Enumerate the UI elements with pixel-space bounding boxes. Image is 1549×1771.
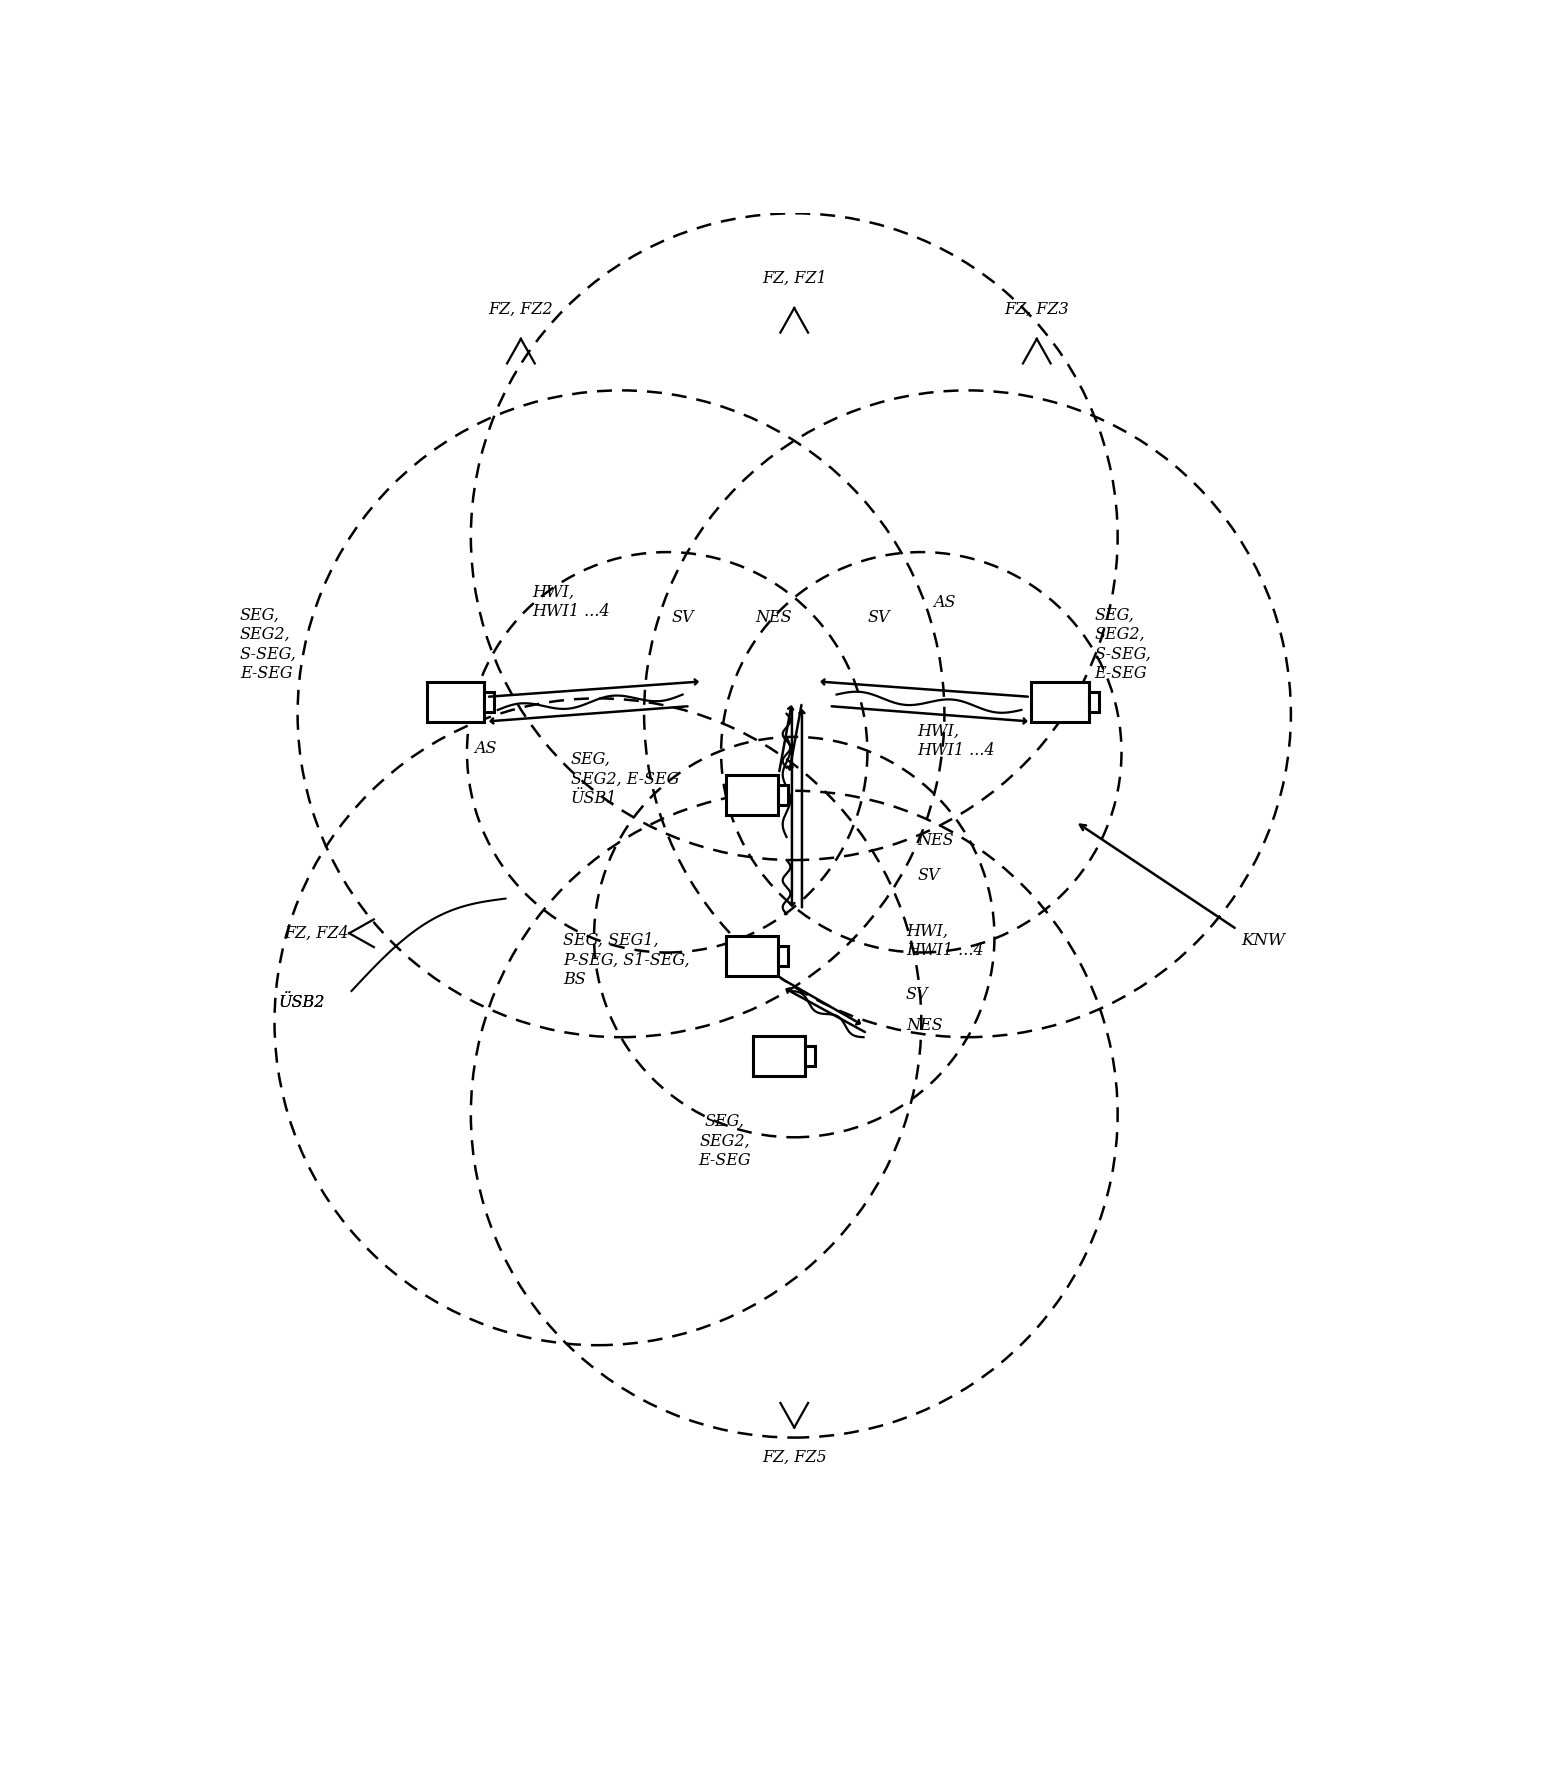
Text: FZ, FZ3: FZ, FZ3: [1004, 301, 1069, 319]
Text: ÜSB2: ÜSB2: [279, 994, 325, 1011]
Text: SEG,
SEG2, E-SEG
ÜSB1: SEG, SEG2, E-SEG ÜSB1: [572, 751, 680, 808]
Text: NES: NES: [756, 609, 793, 625]
Text: HWI,
HWI1 ...4: HWI, HWI1 ...4: [906, 923, 984, 960]
Text: ÜSB2: ÜSB2: [279, 994, 325, 1011]
Text: FZ, FZ4: FZ, FZ4: [285, 924, 349, 942]
Text: SV: SV: [671, 609, 694, 625]
Text: NES: NES: [906, 1017, 942, 1034]
Bar: [726, 937, 778, 976]
Bar: [426, 682, 485, 723]
Text: SV: SV: [867, 609, 889, 625]
Text: SEG,
SEG2,
S-SEG,
E-SEG: SEG, SEG2, S-SEG, E-SEG: [240, 607, 297, 682]
Text: SEG,
SEG2,
E-SEG: SEG, SEG2, E-SEG: [699, 1112, 751, 1169]
Text: NES: NES: [917, 832, 954, 850]
Bar: [1089, 692, 1098, 712]
Bar: [1032, 682, 1089, 723]
Text: SV: SV: [917, 868, 940, 884]
Bar: [753, 1036, 805, 1077]
Text: SV: SV: [906, 986, 928, 1004]
Bar: [485, 692, 494, 712]
Bar: [726, 774, 778, 815]
Text: FZ, FZ1: FZ, FZ1: [762, 271, 827, 287]
Text: HWI,
HWI1 ...4: HWI, HWI1 ...4: [917, 723, 994, 760]
Text: AS: AS: [932, 593, 956, 611]
Bar: [778, 785, 788, 804]
Bar: [805, 1047, 815, 1066]
Text: FZ, FZ2: FZ, FZ2: [488, 301, 553, 319]
Text: AS: AS: [474, 740, 497, 756]
Text: KNW: KNW: [1241, 933, 1284, 949]
Text: SEG, SEG1,
P-SEG, S1-SEG,
BS: SEG, SEG1, P-SEG, S1-SEG, BS: [564, 932, 689, 988]
Text: HWI,
HWI1 ...4: HWI, HWI1 ...4: [533, 584, 610, 620]
Text: FZ, FZ5: FZ, FZ5: [762, 1449, 827, 1465]
Text: SEG,
SEG2,
S-SEG,
E-SEG: SEG, SEG2, S-SEG, E-SEG: [1095, 607, 1151, 682]
Bar: [778, 946, 788, 967]
